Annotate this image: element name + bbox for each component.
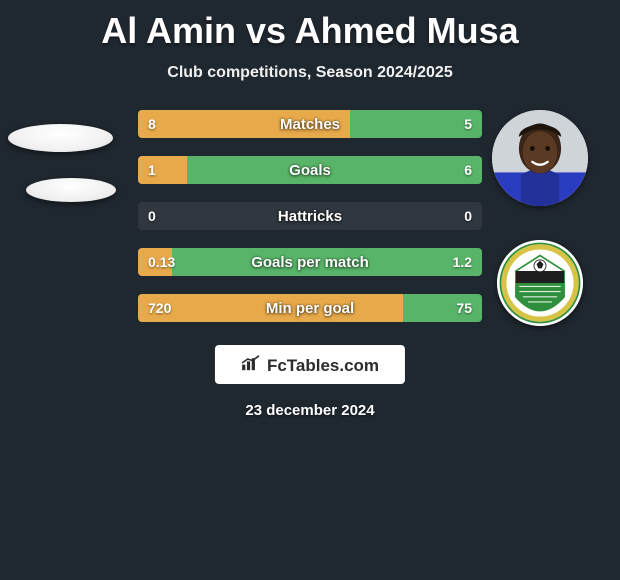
- subtitle: Club competitions, Season 2024/2025: [0, 64, 620, 82]
- club-left-badge: [26, 178, 116, 202]
- stat-row: 72075Min per goal: [138, 294, 482, 322]
- player-right-avatar: [492, 110, 588, 206]
- player-left-avatar: [8, 124, 113, 152]
- bar-left: [138, 110, 350, 138]
- bar-left: [138, 248, 172, 276]
- stat-row: 00Hattricks: [138, 202, 482, 230]
- bar-left: [138, 294, 403, 322]
- stat-row: 16Goals: [138, 156, 482, 184]
- page-title: Al Amin vs Ahmed Musa: [0, 0, 620, 52]
- stat-row: 0.131.2Goals per match: [138, 248, 482, 276]
- site-name: FcTables.com: [267, 356, 379, 376]
- stat-row: 85Matches: [138, 110, 482, 138]
- footer-date: 23 december 2024: [0, 402, 620, 419]
- chart-icon: [241, 355, 261, 376]
- bar-right: [187, 156, 482, 184]
- site-badge: FcTables.com: [215, 345, 405, 384]
- bar-right: [403, 294, 482, 322]
- bar-left: [138, 156, 187, 184]
- bar-right: [172, 248, 482, 276]
- club-right-badge: [497, 240, 583, 326]
- stats-bars: 85Matches 16Goals 00Hattricks 0.131.2Goals …: [138, 110, 482, 340]
- bar-right: [350, 110, 482, 138]
